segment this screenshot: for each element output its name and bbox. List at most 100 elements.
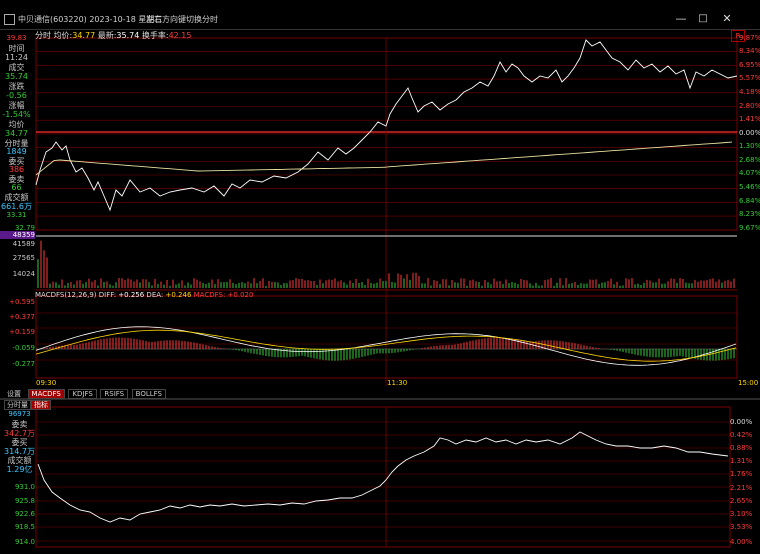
bottom-sell-label: 委卖 [11,420,28,429]
macd-panel-frame [35,295,738,379]
change-label: 涨跌 [8,82,25,91]
bottom-v1: 96973 [8,410,31,418]
price-axis-right-8: 1.30% [739,142,760,150]
window-title: 中贝通信(603220) 2023-10-18 星期三 [18,15,163,24]
deal-label: 成交 [8,63,25,72]
price-axis-right-4: 4.18% [739,88,760,96]
price-axis-right-14: 9.67% [739,224,760,232]
tab-rsifs[interactable]: RSIFS [100,389,129,399]
bottom-buy-value: 314.7万 [4,447,35,456]
vol-axis-2: 41589 [12,240,35,248]
header-fenshi: 分时 [35,31,51,40]
amount-value: 661.6万 [1,202,32,211]
header-zuixin-label: 最新: [97,31,117,40]
header-junjia-value: 34.77 [72,31,96,40]
indicator-tabs: 设置 MACDFS KDJFS RSIFS BOLLFS [4,389,167,399]
price-axis-right-1: 8.34% [739,47,760,55]
macd-macd-label: MACDFS: [191,291,228,299]
bottom-left-axis-2: 922.6 [14,510,35,518]
buy-value: 386 [8,165,25,174]
vol-axis-1: 48359 [0,231,35,239]
price-axis-right-6: 1.41% [739,115,760,123]
header-huanshou-value: 42.15 [168,31,192,40]
sell-value: 66 [11,183,22,192]
settings-tab[interactable]: 设置 [7,390,21,398]
close-button[interactable]: ✕ [722,12,732,25]
price-axis-right-7: 0.00% [739,129,760,137]
price-axis-right-2: 6.95% [739,61,760,69]
macd-axis-0: +0.595 [9,298,35,306]
bottom-sell-value: 342.7万 [4,429,35,438]
vol-axis-0: 32.79 [14,224,35,232]
time-axis-end: 15:00 [738,379,759,387]
bottom-right-axis-7: 3.10% [730,510,753,518]
vol-axis-3: 27565 [12,254,35,262]
bottom-amt-value: 1.29亿 [6,465,33,474]
window-titlebar: 中贝通信(603220) 2023-10-18 星期三 左右方向键切换分时 — … [0,10,760,30]
time-label: 时间 [8,44,25,53]
amount-label: 成交额 [4,193,29,202]
bottom-right-axis-3: 1.31% [730,457,753,465]
macd-dea: +0.246 [165,291,192,299]
avg-value: 34.77 [5,129,28,138]
bottom-right-axis-1: 0.42% [730,431,753,439]
price-axis-right-10: 4.07% [739,169,760,177]
header-zuixin-value: 35.74 [116,31,140,40]
buy-label: 委买 [8,157,25,166]
sell-label: 委卖 [8,175,25,184]
vol-axis-4: 14024 [12,270,35,278]
maximize-button[interactable]: □ [698,13,708,24]
bottom-left-axis-3: 918.5 [14,523,35,531]
price-axis-right-12: 6.84% [739,197,760,205]
macd-diff: +0.256 [118,291,145,299]
vol-value: 1849 [6,147,27,156]
price-axis-right-9: 2.68% [739,156,760,164]
window-hint: 左右方向键切换分时 [146,15,218,24]
time-axis-mid: 11:30 [387,379,408,387]
tab-bollfs[interactable]: BOLLFS [131,389,166,399]
bottom-line [37,431,729,523]
price-axis-right-13: 8.23% [739,210,760,218]
subtab-zhibiao[interactable]: 指标 [31,400,51,410]
tab-kdjfs[interactable]: KDJFS [68,389,97,399]
bottom-right-axis-5: 2.21% [730,484,753,492]
bottom-left-axis-1: 925.8 [14,497,35,505]
macd-title: MACDFS(12,26,9) DIFF: [35,291,119,299]
header-junjia-label: 均价: [53,31,73,40]
bottom-right-axis-0: 0.00% [730,418,753,426]
macd-dea-line [35,329,737,362]
avg-label: 均价 [8,120,25,129]
bottom-right-axis-2: 0.88% [730,444,753,452]
macd-axis-1: +0.377 [9,313,35,321]
macd-axis-3: -0.059 [12,344,35,352]
vol-label: 分时量 [4,139,29,148]
r-marker[interactable]: R [731,30,745,42]
pct-value: -1.54% [2,110,31,119]
bottom-left-axis-4: 914.0 [14,538,35,546]
subtab-fenshiliang[interactable]: 分时量 [4,400,31,410]
price-bottom: 33.31 [6,211,27,219]
bottom-amt-label: 成交额 [7,456,32,465]
window-icon [4,14,15,25]
price-axis-right-5: 2.80% [739,102,760,110]
price-axis-right-11: 5.46% [739,183,760,191]
time-axis-start: 09:30 [36,379,57,387]
bottom-right-axis-4: 1.76% [730,470,753,478]
bottom-buy-label: 委买 [11,438,28,447]
time-value: 11:24 [4,53,29,62]
macd-dea-label: DEA: [144,291,166,299]
price-axis-right-0: 9.87% [739,34,760,42]
avg-price-line [35,141,733,176]
minimize-button[interactable]: — [675,12,687,25]
price-top: 39.83 [6,34,27,42]
top-strip [0,0,760,10]
macd-axis-4: -0.277 [12,360,35,368]
macd-axis-2: +0.159 [9,328,35,336]
bottom-left-axis-0: 931.0 [14,483,35,491]
tab-macdfs[interactable]: MACDFS [27,389,65,399]
bottom-panel-frame [35,406,731,548]
price-line [35,39,738,212]
macd-macd-value: +0.020 [227,291,254,299]
change-value: -0.56 [6,91,27,100]
